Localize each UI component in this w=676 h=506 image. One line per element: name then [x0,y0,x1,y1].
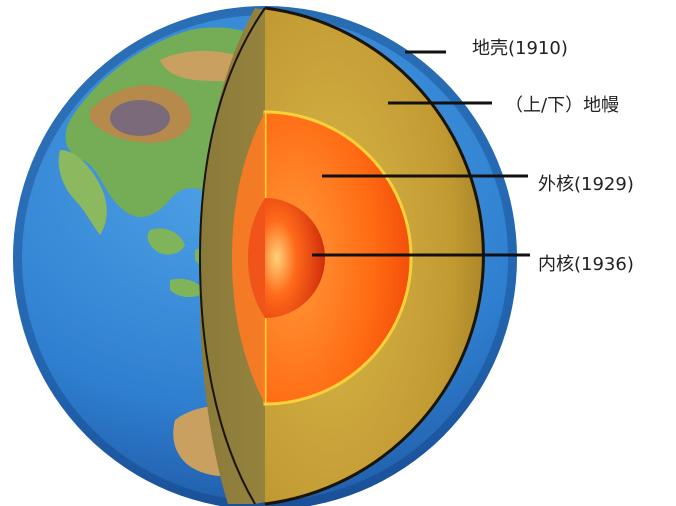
india-landmass [58,150,107,235]
mantle-label: （上/下）地幔 [505,95,620,116]
cut-edge-outline [198,7,266,505]
outer-core-label: 外核(1929) [538,174,634,195]
tibet-plateau [110,100,170,136]
crust-label: 地壳(1910) [472,38,568,59]
outer-core-layer [263,110,413,406]
inner-core-label: 内核(1936) [538,254,634,275]
inner-core-layer [265,198,325,318]
inner-core-face [248,198,265,318]
southeast-asia-islands [147,228,220,298]
